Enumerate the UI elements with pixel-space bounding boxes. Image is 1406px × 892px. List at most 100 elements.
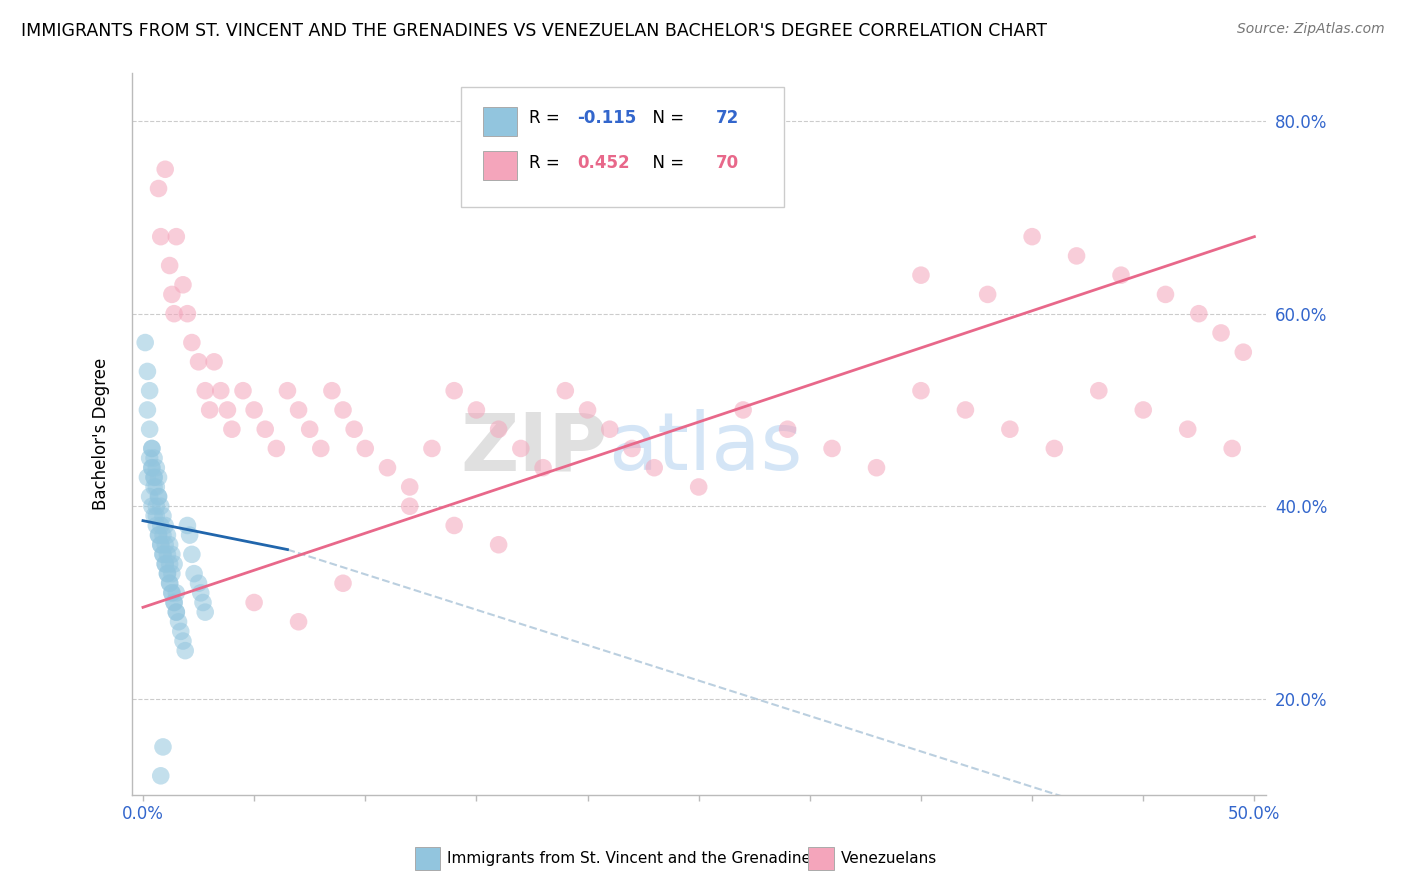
Point <box>149 518 172 533</box>
Point <box>1188 307 1211 321</box>
Point <box>172 634 194 648</box>
Point <box>163 595 186 609</box>
Point <box>276 384 298 398</box>
Point <box>1088 384 1111 398</box>
Point <box>217 403 239 417</box>
Point <box>187 576 209 591</box>
Point <box>976 287 998 301</box>
Point <box>1220 442 1243 456</box>
Point <box>141 460 163 475</box>
Point <box>152 508 174 523</box>
Text: R =: R = <box>529 154 565 172</box>
Text: atlas: atlas <box>607 409 803 487</box>
Point <box>221 422 243 436</box>
Point <box>153 538 176 552</box>
Point <box>143 508 166 523</box>
Point <box>354 442 377 456</box>
Point <box>733 403 755 417</box>
Point <box>148 490 170 504</box>
Point <box>159 538 181 552</box>
Point <box>254 422 277 436</box>
Bar <box>484 107 517 136</box>
Point <box>343 422 366 436</box>
Point <box>163 307 186 321</box>
Point <box>148 470 170 484</box>
Point <box>174 643 197 657</box>
Text: 0.452: 0.452 <box>578 154 630 172</box>
Point <box>143 470 166 484</box>
Text: R =: R = <box>529 109 565 127</box>
Point <box>145 500 167 514</box>
Point <box>183 566 205 581</box>
Point <box>998 422 1021 436</box>
Point <box>643 460 665 475</box>
Point <box>194 605 217 619</box>
Point <box>172 277 194 292</box>
Point <box>156 528 179 542</box>
Point <box>160 586 183 600</box>
Point <box>149 229 172 244</box>
Point <box>266 442 288 456</box>
Point <box>776 422 799 436</box>
Text: 72: 72 <box>716 109 740 127</box>
Point <box>153 557 176 571</box>
Point <box>332 403 354 417</box>
Point <box>163 557 186 571</box>
Point <box>149 500 172 514</box>
Point <box>136 470 159 484</box>
Point <box>165 586 187 600</box>
Point <box>138 384 160 398</box>
Point <box>138 451 160 466</box>
Point <box>398 480 420 494</box>
Point <box>955 403 977 417</box>
Point <box>1043 442 1066 456</box>
Point <box>202 355 225 369</box>
Point <box>287 615 309 629</box>
Point <box>156 566 179 581</box>
Point <box>160 287 183 301</box>
Point <box>821 442 844 456</box>
Y-axis label: Bachelor's Degree: Bachelor's Degree <box>93 358 110 510</box>
Point <box>156 547 179 561</box>
Point <box>198 403 221 417</box>
Point <box>321 384 343 398</box>
Point <box>159 576 181 591</box>
Text: -0.115: -0.115 <box>578 109 637 127</box>
Text: N =: N = <box>643 109 689 127</box>
Point <box>159 259 181 273</box>
Point <box>141 460 163 475</box>
Point <box>149 538 172 552</box>
Point <box>153 518 176 533</box>
Point <box>488 422 510 436</box>
Text: Immigrants from St. Vincent and the Grenadines: Immigrants from St. Vincent and the Gren… <box>447 851 820 865</box>
Point <box>143 480 166 494</box>
Point <box>165 229 187 244</box>
Point <box>165 605 187 619</box>
Point <box>152 547 174 561</box>
Point <box>143 451 166 466</box>
Point <box>143 470 166 484</box>
Point <box>163 595 186 609</box>
Point <box>509 442 531 456</box>
Point <box>910 384 932 398</box>
Point <box>167 615 190 629</box>
Point <box>159 576 181 591</box>
Point <box>554 384 576 398</box>
Point <box>145 508 167 523</box>
Point <box>136 364 159 378</box>
Text: Venezuelans: Venezuelans <box>841 851 936 865</box>
Point <box>180 335 202 350</box>
Point <box>599 422 621 436</box>
Point <box>190 586 212 600</box>
Point <box>152 547 174 561</box>
Point <box>465 403 488 417</box>
Point <box>160 586 183 600</box>
Point <box>141 442 163 456</box>
Point <box>138 422 160 436</box>
Point <box>141 442 163 456</box>
Point <box>688 480 710 494</box>
Point <box>179 528 201 542</box>
Point <box>170 624 193 639</box>
Point <box>531 460 554 475</box>
FancyBboxPatch shape <box>461 87 783 207</box>
